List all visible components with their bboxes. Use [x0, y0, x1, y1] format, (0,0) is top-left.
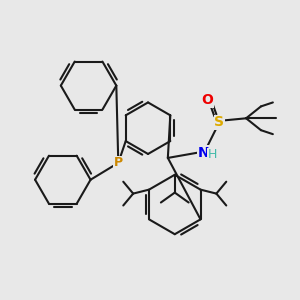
Text: N: N	[198, 146, 209, 160]
Text: P: P	[114, 156, 123, 170]
Text: H: H	[208, 148, 217, 161]
Text: O: O	[202, 94, 213, 107]
Text: S: S	[214, 115, 224, 129]
